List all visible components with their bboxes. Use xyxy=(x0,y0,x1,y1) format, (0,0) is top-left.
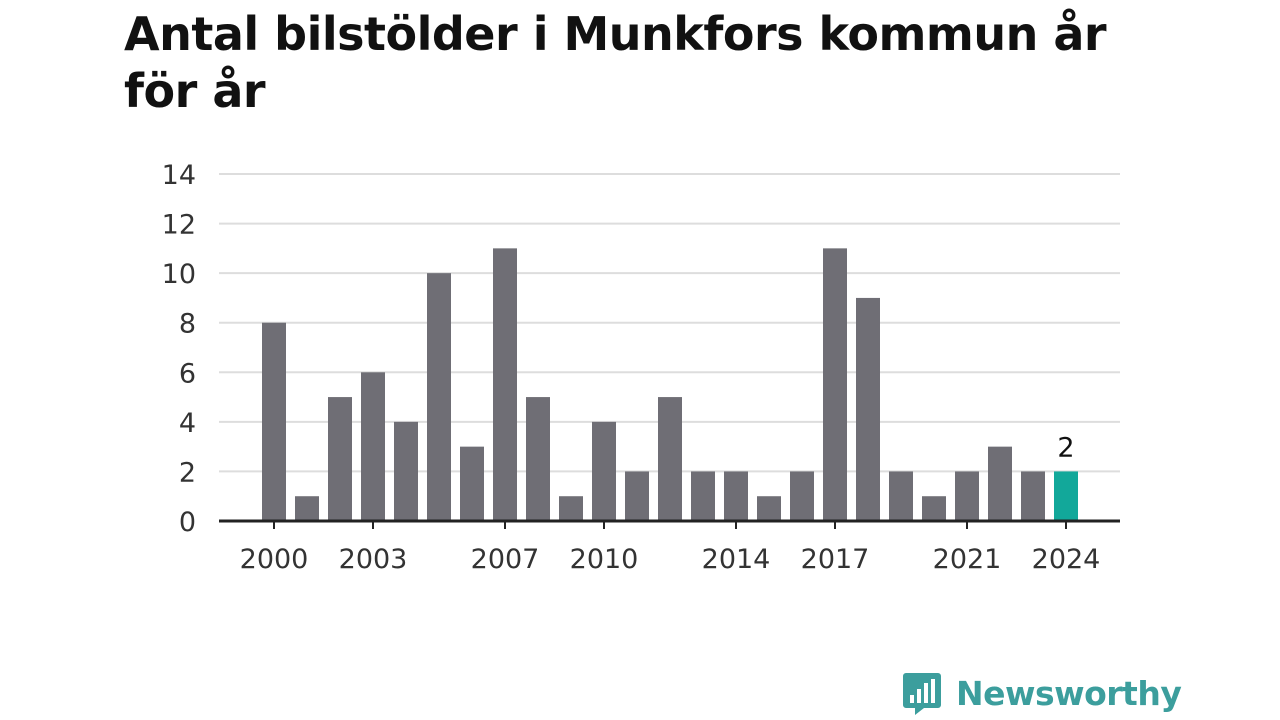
bar xyxy=(757,496,781,521)
brand-name: Newsworthy xyxy=(956,673,1182,713)
bar xyxy=(922,496,946,521)
bar xyxy=(823,248,847,521)
bar xyxy=(724,471,748,521)
bar xyxy=(790,471,814,521)
x-tick-label: 2014 xyxy=(702,544,771,575)
bar xyxy=(988,446,1012,521)
y-tick-label: 12 xyxy=(162,210,196,241)
bar xyxy=(559,496,583,521)
x-tick-label: 2000 xyxy=(240,544,309,575)
x-tick-label: 2021 xyxy=(933,544,1002,575)
x-tick-label: 2003 xyxy=(339,544,408,575)
bar xyxy=(526,397,550,521)
newsworthy-logo-icon xyxy=(903,673,941,715)
bar xyxy=(328,397,352,521)
bar-chart: 0 2 4 6 8 10 12 14 2000 2003 2007 2010 2014 2017 2021 2… xyxy=(162,160,1120,575)
y-tick-label: 6 xyxy=(179,358,196,389)
bar xyxy=(691,471,715,521)
x-tick-label: 2007 xyxy=(471,544,540,575)
bar xyxy=(493,248,517,521)
bar xyxy=(592,421,616,521)
x-tick-label: 2024 xyxy=(1032,544,1101,575)
x-tick-label: 2017 xyxy=(801,544,870,575)
y-tick-label: 14 xyxy=(162,160,196,191)
bar xyxy=(625,471,649,521)
bar xyxy=(658,397,682,521)
y-tick-label: 2 xyxy=(179,457,196,488)
bar xyxy=(1021,471,1045,521)
bar xyxy=(394,421,418,521)
bar xyxy=(262,322,286,521)
bar xyxy=(856,297,880,521)
data-label: 2 xyxy=(1057,432,1074,463)
y-tick-label: 4 xyxy=(179,408,196,439)
y-tick-label: 8 xyxy=(179,309,196,340)
bar xyxy=(889,471,913,521)
bar xyxy=(361,372,385,521)
brand-logo: Newsworthy xyxy=(902,669,1182,717)
bar xyxy=(427,273,451,521)
y-tick-label: 0 xyxy=(179,507,196,538)
bar-highlight xyxy=(1054,471,1078,521)
chart-title: Antal bilstölder i Munkfors kommun år fö… xyxy=(124,7,1107,118)
bar xyxy=(295,496,319,521)
bar xyxy=(460,446,484,521)
y-tick-label: 10 xyxy=(162,259,196,290)
x-tick-label: 2010 xyxy=(570,544,639,575)
bar xyxy=(955,471,979,521)
